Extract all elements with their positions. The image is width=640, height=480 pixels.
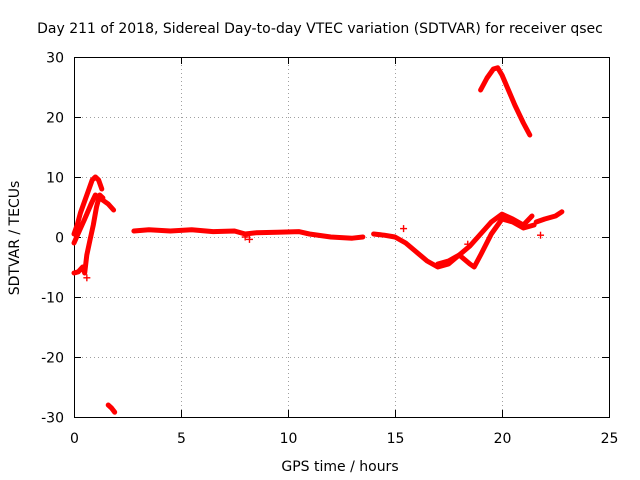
y-tick-label: -10 [41,291,64,307]
data-point-marker [537,231,545,239]
series-evening-b [435,216,537,270]
chart-title: Day 211 of 2018, Sidereal Day-to-day VTE… [37,21,603,37]
x-tick-label: 20 [494,431,512,447]
data-series [71,65,565,415]
y-tick-label: 30 [46,51,64,67]
y-tick-label: -30 [41,411,64,427]
data-point-marker [241,233,249,241]
series-early-rise [71,174,105,237]
y-tick-label: -20 [41,351,64,367]
data-points [83,225,545,282]
x-tick-labels: 0 5 10 15 20 25 [70,431,618,447]
x-tick-label: 0 [70,431,79,447]
y-axis-label: SDTVAR / TECUs [7,181,23,296]
data-point-marker [245,235,253,243]
y-tick-label: 10 [46,171,64,187]
x-axis-label: GPS time / hours [281,459,398,475]
data-point-marker [464,240,472,248]
series-daytime [131,227,366,241]
series-late [533,209,565,225]
x-tick-label: 25 [601,431,619,447]
y-tick-labels: -30 -20 -10 0 10 20 30 [41,51,64,427]
y-tick-label: 20 [46,111,64,127]
x-tick-label: 15 [387,431,405,447]
series-high-arc [478,65,533,138]
series-outlier [105,402,118,415]
data-point-marker [83,274,91,282]
data-point-marker [400,225,408,233]
series-early-dip [71,192,106,276]
x-tick-label: 5 [177,431,186,447]
x-tick-label: 10 [280,431,298,447]
y-tick-label: 0 [55,231,64,247]
series-early-cross [71,192,117,246]
